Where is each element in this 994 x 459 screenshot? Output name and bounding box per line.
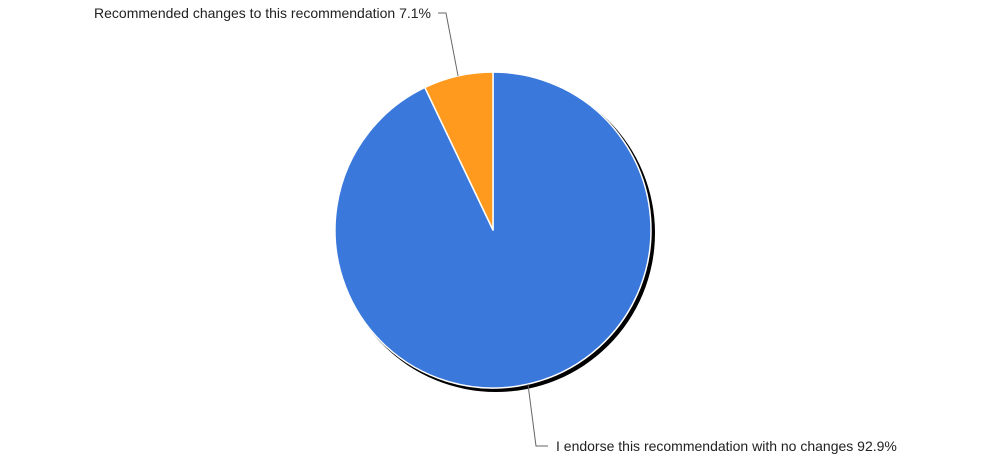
slice-label-1: Recommended changes to this recommendati… [94, 5, 431, 21]
slice-label-0: I endorse this recommendation with no ch… [556, 438, 897, 454]
pie-slices-group [334, 71, 652, 389]
pie-slice-1 [424, 71, 494, 231]
leader-lines-group [438, 12, 548, 447]
slice-labels-group: I endorse this recommendation with no ch… [94, 5, 897, 454]
leader-line-1 [438, 12, 459, 77]
leader-line-0 [527, 384, 548, 447]
